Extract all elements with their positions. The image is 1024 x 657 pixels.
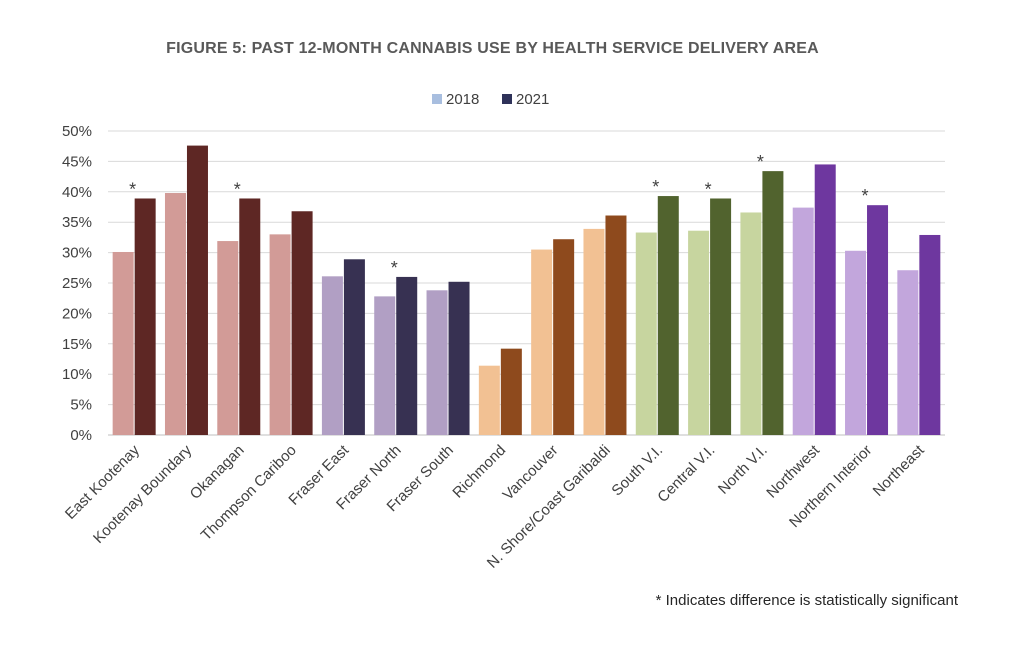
significance-marker: * [757,152,764,172]
bar-2021 [448,281,470,435]
bar-2018 [112,251,134,435]
bar-2021 [867,205,889,435]
y-tick-label: 40% [62,184,92,201]
y-tick-label: 5% [70,397,92,414]
x-tick-label: Thompson Cariboo [198,442,300,544]
bar-2021 [710,198,732,435]
bar-2021 [814,164,836,435]
bar-2021 [343,259,365,435]
bar-2018 [478,365,500,435]
bar-2018 [897,270,919,435]
bar-2021 [919,234,941,435]
x-tick-label: Central V.I. [654,442,718,506]
y-axis-ticks: 0% 5% 10% 15% 20% 25% 30% 35% 40% 45% 50% [62,123,92,444]
bar-2021 [657,196,679,435]
bar-2021 [396,276,418,435]
bar-2018 [845,250,867,435]
legend-label-2021: 2021 [516,91,549,108]
y-tick-label: 25% [62,275,92,292]
bar-2021 [186,145,208,436]
bar-2021 [134,198,156,435]
y-tick-label: 30% [62,245,92,262]
bar-2021 [553,239,575,435]
bar-2021 [605,215,627,435]
bar-2018 [531,249,553,435]
bar-2021 [291,211,313,435]
footnote: * Indicates difference is statistically … [655,592,958,609]
x-tick-label: Kootenay Boundary [90,441,196,547]
significance-marker: * [862,186,869,206]
y-tick-label: 35% [62,214,92,231]
bar-2018 [164,193,186,435]
bar-2018 [688,230,710,435]
y-tick-label: 0% [70,427,92,444]
bar-2021 [239,198,261,435]
significance-marker: * [129,179,136,199]
bar-2018 [321,276,343,435]
bars [112,145,941,436]
y-tick-label: 10% [62,366,92,383]
significance-marker: * [652,177,659,197]
legend: 2018 2021 [432,91,549,108]
bar-2018 [217,241,239,435]
bar-2018 [635,232,657,435]
y-tick-label: 15% [62,336,92,353]
significance-marker: * [705,179,712,199]
y-tick-label: 45% [62,153,92,170]
legend-swatch-2018 [432,94,442,104]
x-tick-label: Northeast [870,441,929,500]
bar-2018 [740,212,762,435]
bar-2021 [500,348,522,435]
bar-2018 [583,228,605,435]
bar-2018 [374,296,396,435]
significance-marker: * [391,258,398,278]
bar-2021 [762,171,784,436]
bar-2018 [269,234,291,435]
significance-markers: * * * * * * * [129,152,868,278]
legend-label-2018: 2018 [446,91,479,108]
bar-2018 [792,207,814,435]
bar-2018 [426,290,448,435]
chart-title: FIGURE 5: PAST 12-MONTH CANNABIS USE BY … [166,40,819,57]
significance-marker: * [234,179,241,199]
legend-swatch-2021 [502,94,512,104]
y-tick-label: 50% [62,123,92,140]
y-tick-label: 20% [62,305,92,322]
